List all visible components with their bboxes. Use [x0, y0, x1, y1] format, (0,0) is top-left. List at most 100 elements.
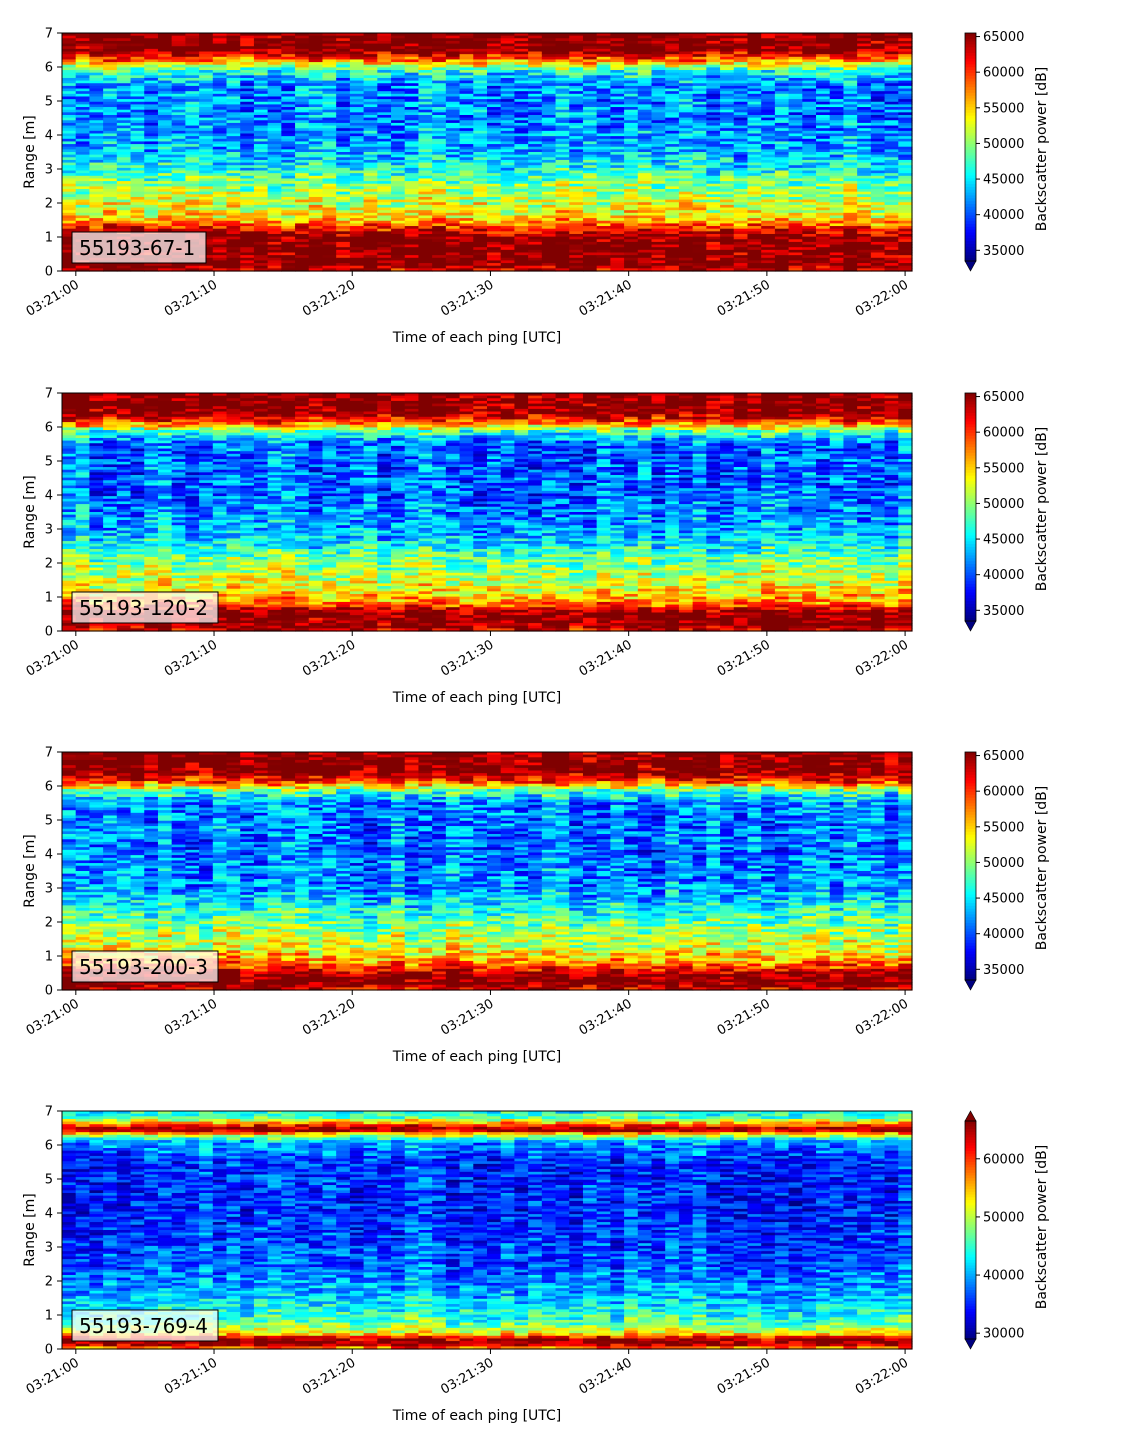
heatmap-cell	[185, 154, 200, 158]
heatmap-cell	[62, 175, 77, 180]
heatmap-cell	[459, 112, 474, 116]
heatmap-cell	[582, 59, 598, 63]
heatmap-cell	[514, 125, 529, 129]
heatmap-cell	[363, 33, 378, 37]
heatmap-cell	[336, 130, 351, 135]
heatmap-cell	[487, 80, 502, 84]
heatmap-cell	[226, 136, 241, 140]
heatmap-cell	[487, 93, 502, 98]
heatmap-cell	[500, 136, 516, 140]
heatmap-cell	[144, 167, 159, 172]
heatmap-cell	[226, 54, 241, 58]
heatmap-cell	[569, 178, 584, 182]
heatmap-cell	[281, 152, 296, 156]
heatmap-cell	[281, 136, 296, 140]
heatmap-cell	[473, 146, 488, 150]
heatmap-cell	[459, 88, 474, 92]
heatmap-cell	[404, 215, 420, 219]
heatmap-cell	[240, 85, 255, 90]
heatmap-cell	[541, 247, 557, 251]
heatmap-cell	[528, 236, 543, 240]
heatmap-cell	[308, 186, 324, 190]
heatmap-cell	[322, 218, 337, 222]
heatmap-cell	[144, 130, 159, 135]
heatmap-cell	[89, 226, 104, 230]
heatmap-cell	[487, 183, 502, 187]
heatmap-cell	[144, 122, 159, 127]
heatmap-cell	[528, 56, 543, 61]
heatmap-cell	[116, 191, 132, 195]
heatmap-cell	[514, 207, 529, 211]
heatmap-cell	[514, 130, 529, 135]
heatmap-cell	[253, 40, 269, 45]
heatmap-cell	[487, 149, 502, 153]
heatmap-cell	[336, 241, 351, 246]
heatmap-cell	[363, 244, 378, 248]
heatmap-cell	[404, 125, 420, 129]
heatmap-cell	[459, 48, 474, 53]
heatmap-cell	[281, 268, 296, 272]
heatmap-cell	[528, 54, 543, 58]
heatmap-cell	[582, 257, 598, 262]
heatmap-cell	[62, 186, 77, 190]
heatmap-cell	[240, 54, 255, 58]
heatmap-cell	[555, 93, 570, 98]
heatmap-cell	[445, 233, 461, 238]
heatmap-cell	[226, 204, 241, 209]
heatmap-cell	[212, 109, 228, 113]
heatmap-cell	[487, 154, 502, 158]
heatmap-cell	[473, 51, 488, 55]
heatmap-cell	[377, 220, 392, 224]
heatmap-cell	[555, 204, 570, 209]
heatmap-cell	[295, 231, 310, 235]
heatmap-cell	[363, 173, 378, 177]
heatmap-cell	[445, 255, 461, 259]
heatmap-cell	[171, 83, 186, 87]
heatmap-cell	[404, 107, 420, 111]
heatmap-cell	[199, 46, 214, 50]
heatmap-cell	[363, 85, 378, 90]
heatmap-cell	[75, 194, 91, 198]
heatmap-cell	[582, 117, 598, 121]
heatmap-cell	[130, 77, 145, 82]
heatmap-cell	[582, 241, 598, 246]
heatmap-cell	[349, 202, 365, 206]
heatmap-cell	[473, 77, 488, 82]
heatmap-cell	[459, 181, 474, 185]
heatmap-cell	[62, 199, 77, 203]
heatmap-cell	[171, 77, 186, 82]
heatmap-cell	[487, 117, 502, 121]
heatmap-cell	[212, 170, 228, 174]
heatmap-cell	[432, 186, 447, 190]
heatmap-cell	[487, 48, 502, 53]
heatmap-cell	[322, 212, 337, 217]
heatmap-cell	[240, 244, 255, 248]
heatmap-cell	[226, 167, 241, 172]
heatmap-cell	[89, 117, 104, 121]
heatmap-cell	[404, 186, 420, 190]
heatmap-cell	[308, 231, 324, 235]
heatmap-cell	[157, 183, 173, 187]
heatmap-cell	[103, 215, 118, 219]
heatmap-cell	[377, 162, 392, 166]
heatmap-cell	[157, 112, 173, 116]
heatmap-cell	[432, 173, 447, 177]
heatmap-cell	[569, 46, 584, 50]
heatmap-cell	[281, 112, 296, 116]
heatmap-cell	[541, 244, 557, 248]
heatmap-cell	[363, 265, 378, 269]
heatmap-cell	[240, 80, 255, 84]
heatmap-cell	[267, 268, 282, 272]
heatmap-cell	[569, 220, 584, 224]
heatmap-cell	[295, 191, 310, 195]
heatmap-cell	[281, 191, 296, 195]
heatmap-cell	[363, 241, 378, 246]
heatmap-cell	[459, 56, 474, 61]
heatmap-cell	[267, 223, 282, 227]
heatmap-cell	[75, 228, 91, 232]
heatmap-cell	[500, 152, 516, 156]
heatmap-cell	[582, 247, 598, 251]
heatmap-cell	[363, 233, 378, 238]
heatmap-cell	[349, 191, 365, 195]
heatmap-cell	[157, 157, 173, 161]
